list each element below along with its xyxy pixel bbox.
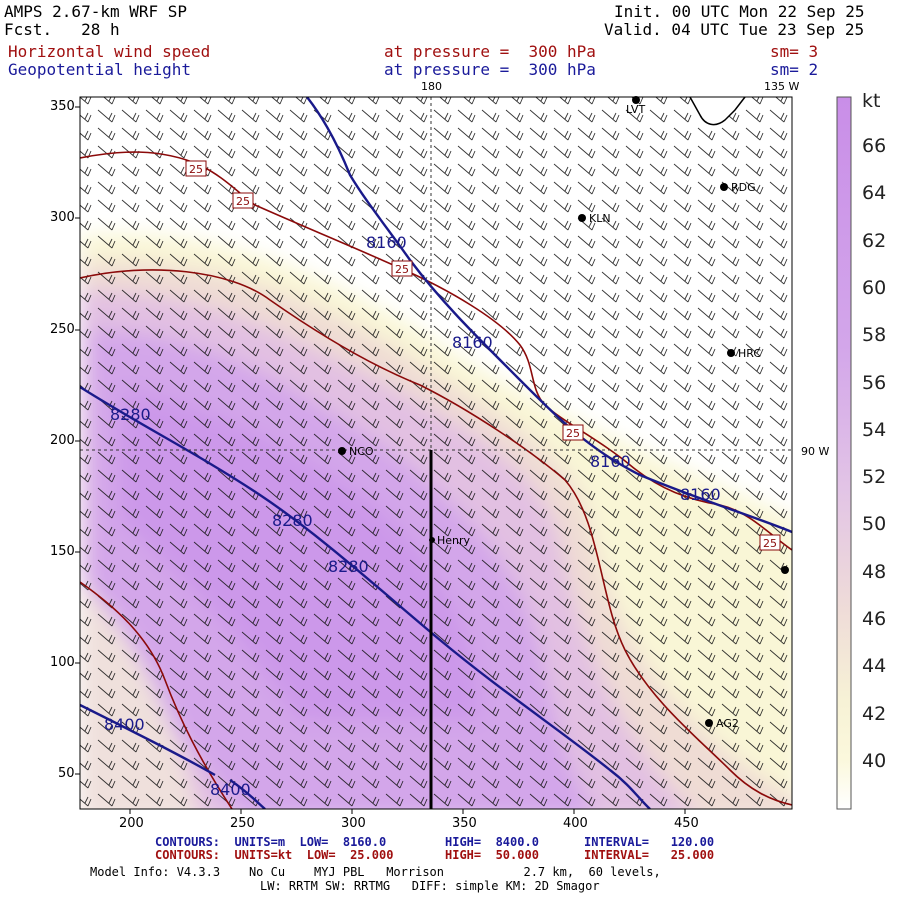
field1-level: at pressure = 300 hPa bbox=[384, 42, 596, 61]
contour-label-8160-b: 8160 bbox=[452, 333, 493, 352]
colorbar-label: 40 bbox=[862, 749, 887, 772]
field2-level: at pressure = 300 hPa bbox=[384, 60, 596, 79]
y-tick-label: 350 bbox=[50, 99, 75, 114]
svg-text:NCO: NCO bbox=[349, 445, 374, 458]
station-ag2: AG2 bbox=[705, 717, 739, 730]
y-tick-label: 50 bbox=[58, 766, 75, 781]
model-title: AMPS 2.67-km WRF SP bbox=[4, 2, 188, 21]
y-tick-label: 300 bbox=[50, 210, 75, 225]
y-tick-label: 250 bbox=[50, 322, 75, 337]
station-henry: Henry bbox=[429, 534, 471, 547]
colorbar-label: 66 bbox=[862, 135, 887, 157]
contour-label-8280-b: 8280 bbox=[272, 511, 313, 530]
contour-label-8400-b: 8400 bbox=[210, 780, 251, 799]
x-tick-label: 250 bbox=[230, 816, 255, 831]
colorbar-label: 64 bbox=[862, 182, 887, 205]
footer-height-interval: INTERVAL= 120.00 bbox=[584, 835, 715, 849]
colorbar-label: 54 bbox=[862, 418, 887, 441]
svg-text:25: 25 bbox=[763, 537, 777, 550]
station-nco: NCO bbox=[338, 445, 374, 458]
y-tick-label: 150 bbox=[50, 544, 75, 559]
svg-text:25: 25 bbox=[189, 163, 203, 176]
footer-height-key: CONTOURS: UNITS=m LOW= 8160.0 bbox=[155, 835, 387, 849]
y-tick-label: 100 bbox=[50, 655, 75, 670]
field2-name: Geopotential height bbox=[8, 60, 192, 79]
contour-label-8280-a: 8280 bbox=[110, 405, 151, 424]
station-lvt: LVT bbox=[626, 96, 645, 116]
svg-text:RDG: RDG bbox=[731, 181, 756, 194]
x-tick-label: 450 bbox=[674, 816, 699, 831]
svg-text:25: 25 bbox=[566, 427, 580, 440]
init-time: Init. 00 UTC Mon 22 Sep 25 bbox=[614, 2, 865, 21]
x-tick-label: 400 bbox=[563, 816, 588, 831]
colorbar-label: 62 bbox=[862, 229, 887, 252]
colorbar-label: 56 bbox=[862, 371, 887, 394]
gridline-label-135w: 135 W bbox=[764, 80, 800, 93]
contour-label-8280-c: 8280 bbox=[328, 557, 369, 576]
contour-label-8160-c: 8160 bbox=[590, 452, 631, 471]
colorbar bbox=[836, 96, 852, 810]
contour-label-8160-d: 8160 bbox=[680, 485, 721, 504]
height-contours bbox=[80, 97, 792, 809]
contour-label-8160-a: 8160 bbox=[366, 233, 407, 252]
colorbar-label: 46 bbox=[862, 608, 887, 630]
coastline bbox=[689, 96, 746, 126]
footer-speed-key: CONTOURS: UNITS=kt LOW= 25.000 bbox=[155, 848, 394, 862]
colorbar-unit: kt bbox=[862, 90, 881, 112]
plot-frame bbox=[79, 96, 793, 810]
x-tick-label: 350 bbox=[452, 816, 477, 831]
x-tick-label: 300 bbox=[341, 816, 366, 831]
station-rdg: RDG bbox=[720, 181, 756, 194]
svg-text:AG2: AG2 bbox=[716, 717, 739, 730]
svg-text:25: 25 bbox=[236, 195, 250, 208]
colorbar-label: 48 bbox=[862, 560, 887, 583]
gridline-label-180: 180 bbox=[421, 80, 442, 93]
speed-contour-labels: 25 25 25 25 25 bbox=[185, 160, 781, 551]
speed-contours bbox=[80, 151, 792, 809]
station-kln: KLN bbox=[578, 212, 611, 225]
colorbar-label: 44 bbox=[862, 655, 887, 678]
footer-speed-interval: INTERVAL= 25.000 bbox=[584, 848, 715, 862]
colorbar-label: 52 bbox=[862, 466, 887, 489]
field1-smoothing: sm= 3 bbox=[770, 42, 819, 61]
footer-height-high: HIGH= 8400.0 bbox=[445, 835, 539, 849]
footer-physics-info: LW: RRTM SW: RRTMG DIFF: simple KM: 2D S… bbox=[260, 879, 600, 893]
gridline-label-90w: 90 W bbox=[801, 445, 830, 458]
valid-time: Valid. 04 UTC Tue 23 Sep 25 bbox=[604, 20, 865, 39]
x-tick-label: 200 bbox=[119, 816, 144, 831]
field2-smoothing: sm= 2 bbox=[770, 60, 819, 79]
colorbar-label: 58 bbox=[862, 324, 887, 347]
svg-text:HRC: HRC bbox=[738, 347, 761, 360]
svg-text:Henry: Henry bbox=[437, 534, 471, 547]
colorbar-label: 60 bbox=[862, 276, 887, 299]
stations: LVT RDG KLN HRC NCO Henry AG2 bbox=[338, 96, 789, 730]
y-tick-label: 200 bbox=[50, 433, 75, 448]
footer-model-info: Model Info: V4.3.3 No Cu MYJ PBL Morriso… bbox=[90, 865, 661, 879]
svg-text:KLN: KLN bbox=[589, 212, 611, 225]
colorbar-label: 42 bbox=[862, 702, 887, 725]
footer-speed-high: HIGH= 50.000 bbox=[445, 848, 539, 862]
forecast-hour: Fcst. 28 h bbox=[4, 20, 120, 39]
station-hrc: HRC bbox=[727, 347, 761, 360]
svg-text:LVT: LVT bbox=[626, 103, 645, 116]
svg-text:25: 25 bbox=[395, 263, 409, 276]
field1-name: Horizontal wind speed bbox=[8, 42, 211, 61]
colorbar-label: 50 bbox=[862, 513, 887, 536]
contour-label-8400-a: 8400 bbox=[104, 715, 145, 734]
height-contour-labels: 8160 8160 8160 8160 8280 8280 8280 8400 … bbox=[104, 233, 721, 799]
wind-speed-shading bbox=[80, 97, 792, 809]
lat-lon-gridlines bbox=[80, 97, 792, 451]
